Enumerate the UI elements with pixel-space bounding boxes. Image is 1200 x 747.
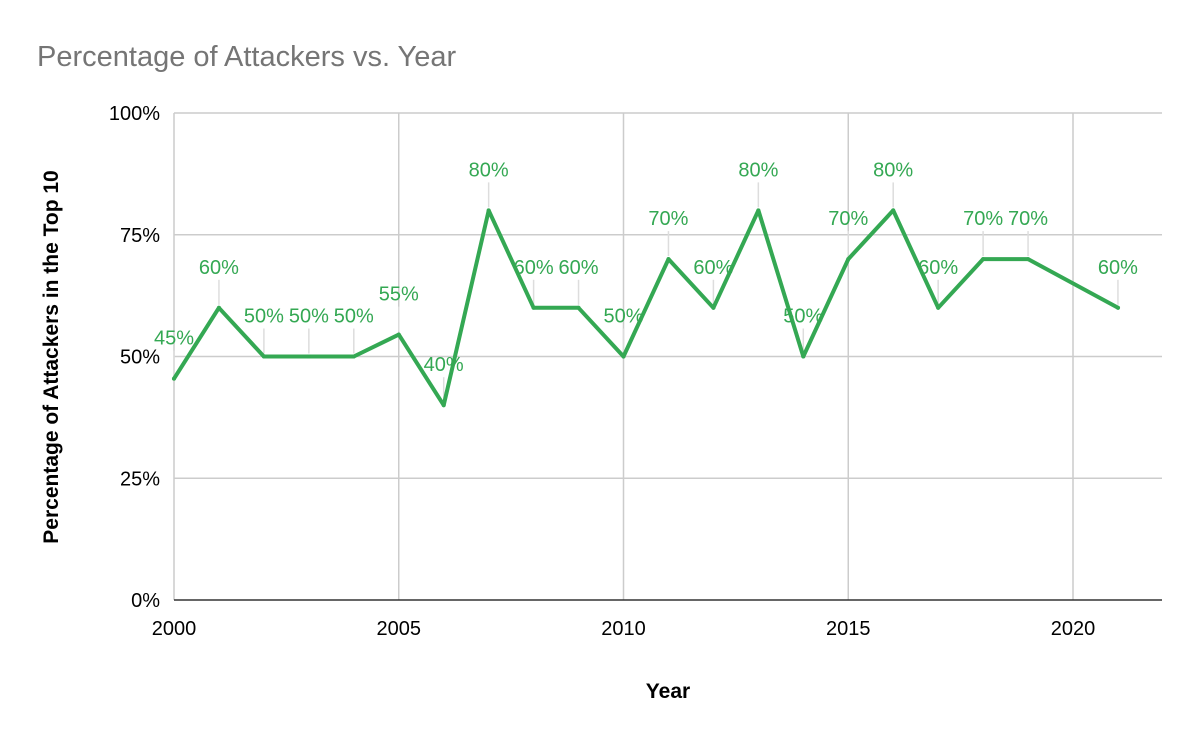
x-axis-title: Year xyxy=(646,680,690,703)
data-point xyxy=(172,376,176,381)
data-point xyxy=(666,257,671,262)
data-label: 60% xyxy=(559,257,599,279)
data-label: 50% xyxy=(603,306,643,328)
data-point xyxy=(621,354,626,359)
data-point xyxy=(396,332,401,337)
data-label: 60% xyxy=(1098,257,1138,279)
y-tick-label: 75% xyxy=(120,225,160,247)
data-point xyxy=(1115,305,1120,310)
data-point xyxy=(351,354,356,359)
data-label: 70% xyxy=(963,208,1003,230)
x-tick-label: 2015 xyxy=(826,618,871,640)
axes: 0% 25% 50% 75% 100% 2000 2005 2010 2015 2020 xyxy=(109,103,1162,640)
data-label: 60% xyxy=(918,257,958,279)
y-tick-label: 50% xyxy=(120,347,160,369)
data-label: 55% xyxy=(379,284,419,306)
data-label: 80% xyxy=(873,159,913,181)
data-point xyxy=(261,354,266,359)
data-point xyxy=(576,305,581,310)
data-label: 80% xyxy=(469,159,509,181)
data-labels: 45%60%50% 50% 50%55%40%80%60% 60%50%70%60%8… xyxy=(154,159,1138,376)
data-point xyxy=(756,208,761,213)
data-label: 70% xyxy=(648,208,688,230)
x-tick-label: 2010 xyxy=(601,618,646,640)
data-label: 50% xyxy=(289,306,329,328)
data-point xyxy=(486,208,491,213)
x-tick-label: 2005 xyxy=(377,618,422,640)
data-point xyxy=(981,257,986,262)
data-point xyxy=(1026,257,1031,262)
y-tick-label: 100% xyxy=(109,103,160,125)
data-label: 45% xyxy=(154,328,194,350)
data-point xyxy=(531,305,536,310)
data-point xyxy=(891,208,896,213)
data-point xyxy=(846,257,851,262)
data-label: 60% xyxy=(199,257,239,279)
x-tick-label: 2000 xyxy=(152,618,197,640)
data-label: 50% xyxy=(244,306,284,328)
x-tick-label: 2020 xyxy=(1051,618,1096,640)
data-label: 40% xyxy=(424,354,464,376)
label-leaders xyxy=(173,182,1119,403)
data-point xyxy=(711,305,716,310)
series-layer xyxy=(172,208,1120,408)
y-axis-title: Percentage of Attackers in the Top 10 xyxy=(40,170,63,543)
data-point xyxy=(441,403,446,408)
data-label: 50% xyxy=(783,306,823,328)
y-tick-label: 0% xyxy=(131,590,160,612)
data-point xyxy=(801,354,806,359)
data-label: 80% xyxy=(738,159,778,181)
data-label: 60% xyxy=(693,257,733,279)
data-label: 70% xyxy=(828,208,868,230)
chart-title: Percentage of Attackers vs. Year xyxy=(37,41,456,73)
data-label: 70% xyxy=(1008,208,1048,230)
data-point xyxy=(216,305,221,310)
data-label: 50% xyxy=(334,306,374,328)
data-label: 60% xyxy=(514,257,554,279)
y-tick-label: 25% xyxy=(120,468,160,490)
data-point xyxy=(306,354,311,359)
data-point xyxy=(936,305,941,310)
